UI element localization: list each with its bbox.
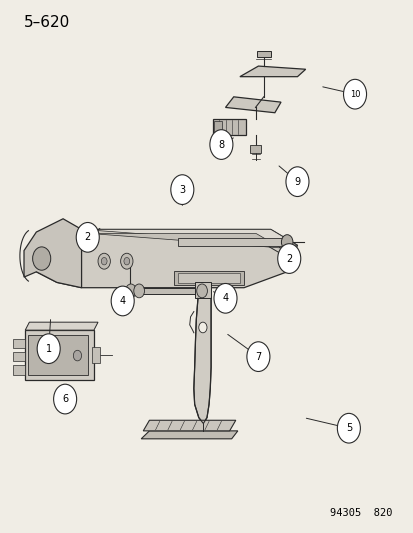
Text: 94305  820: 94305 820 — [329, 508, 391, 519]
Circle shape — [285, 167, 308, 197]
Circle shape — [125, 284, 136, 298]
Polygon shape — [225, 97, 280, 113]
Polygon shape — [174, 271, 243, 285]
Text: 4: 4 — [222, 293, 228, 303]
Text: 10: 10 — [349, 90, 359, 99]
Circle shape — [209, 130, 233, 159]
Text: 4: 4 — [119, 296, 126, 306]
Polygon shape — [249, 144, 261, 152]
Text: 2: 2 — [84, 232, 90, 243]
FancyBboxPatch shape — [92, 347, 100, 363]
Polygon shape — [126, 288, 206, 294]
Polygon shape — [178, 273, 239, 284]
Text: 3: 3 — [179, 184, 185, 195]
Text: 9: 9 — [294, 176, 300, 187]
Text: 6: 6 — [62, 394, 68, 404]
Circle shape — [123, 257, 129, 265]
Circle shape — [37, 334, 60, 364]
Circle shape — [111, 286, 134, 316]
Polygon shape — [193, 298, 211, 423]
Text: 2: 2 — [285, 254, 292, 263]
Polygon shape — [256, 51, 270, 56]
Text: 1: 1 — [45, 344, 52, 354]
Circle shape — [198, 322, 206, 333]
Text: 5–620: 5–620 — [24, 14, 70, 30]
Circle shape — [54, 384, 76, 414]
Polygon shape — [36, 229, 297, 288]
Polygon shape — [81, 229, 297, 245]
Polygon shape — [141, 431, 237, 439]
FancyBboxPatch shape — [13, 338, 25, 348]
Polygon shape — [239, 66, 305, 77]
Polygon shape — [194, 282, 211, 298]
FancyBboxPatch shape — [28, 335, 88, 375]
Circle shape — [120, 253, 133, 269]
Polygon shape — [25, 322, 98, 330]
Polygon shape — [24, 219, 81, 288]
Polygon shape — [92, 233, 280, 248]
Circle shape — [101, 257, 107, 265]
Text: 7: 7 — [255, 352, 261, 361]
Polygon shape — [178, 238, 287, 246]
Polygon shape — [213, 119, 245, 135]
Circle shape — [277, 244, 300, 273]
Circle shape — [171, 175, 193, 205]
FancyBboxPatch shape — [13, 352, 25, 361]
Polygon shape — [143, 420, 235, 431]
Polygon shape — [25, 330, 94, 381]
Circle shape — [337, 414, 359, 443]
Circle shape — [98, 253, 110, 269]
Circle shape — [196, 284, 207, 298]
Text: 8: 8 — [218, 140, 224, 150]
FancyBboxPatch shape — [13, 365, 25, 375]
Circle shape — [281, 235, 292, 249]
Circle shape — [133, 284, 144, 298]
FancyBboxPatch shape — [214, 121, 221, 133]
Circle shape — [73, 350, 81, 361]
Circle shape — [214, 284, 237, 313]
Text: 5: 5 — [345, 423, 351, 433]
Circle shape — [343, 79, 366, 109]
Circle shape — [246, 342, 269, 372]
Circle shape — [76, 222, 99, 252]
Circle shape — [33, 247, 51, 270]
